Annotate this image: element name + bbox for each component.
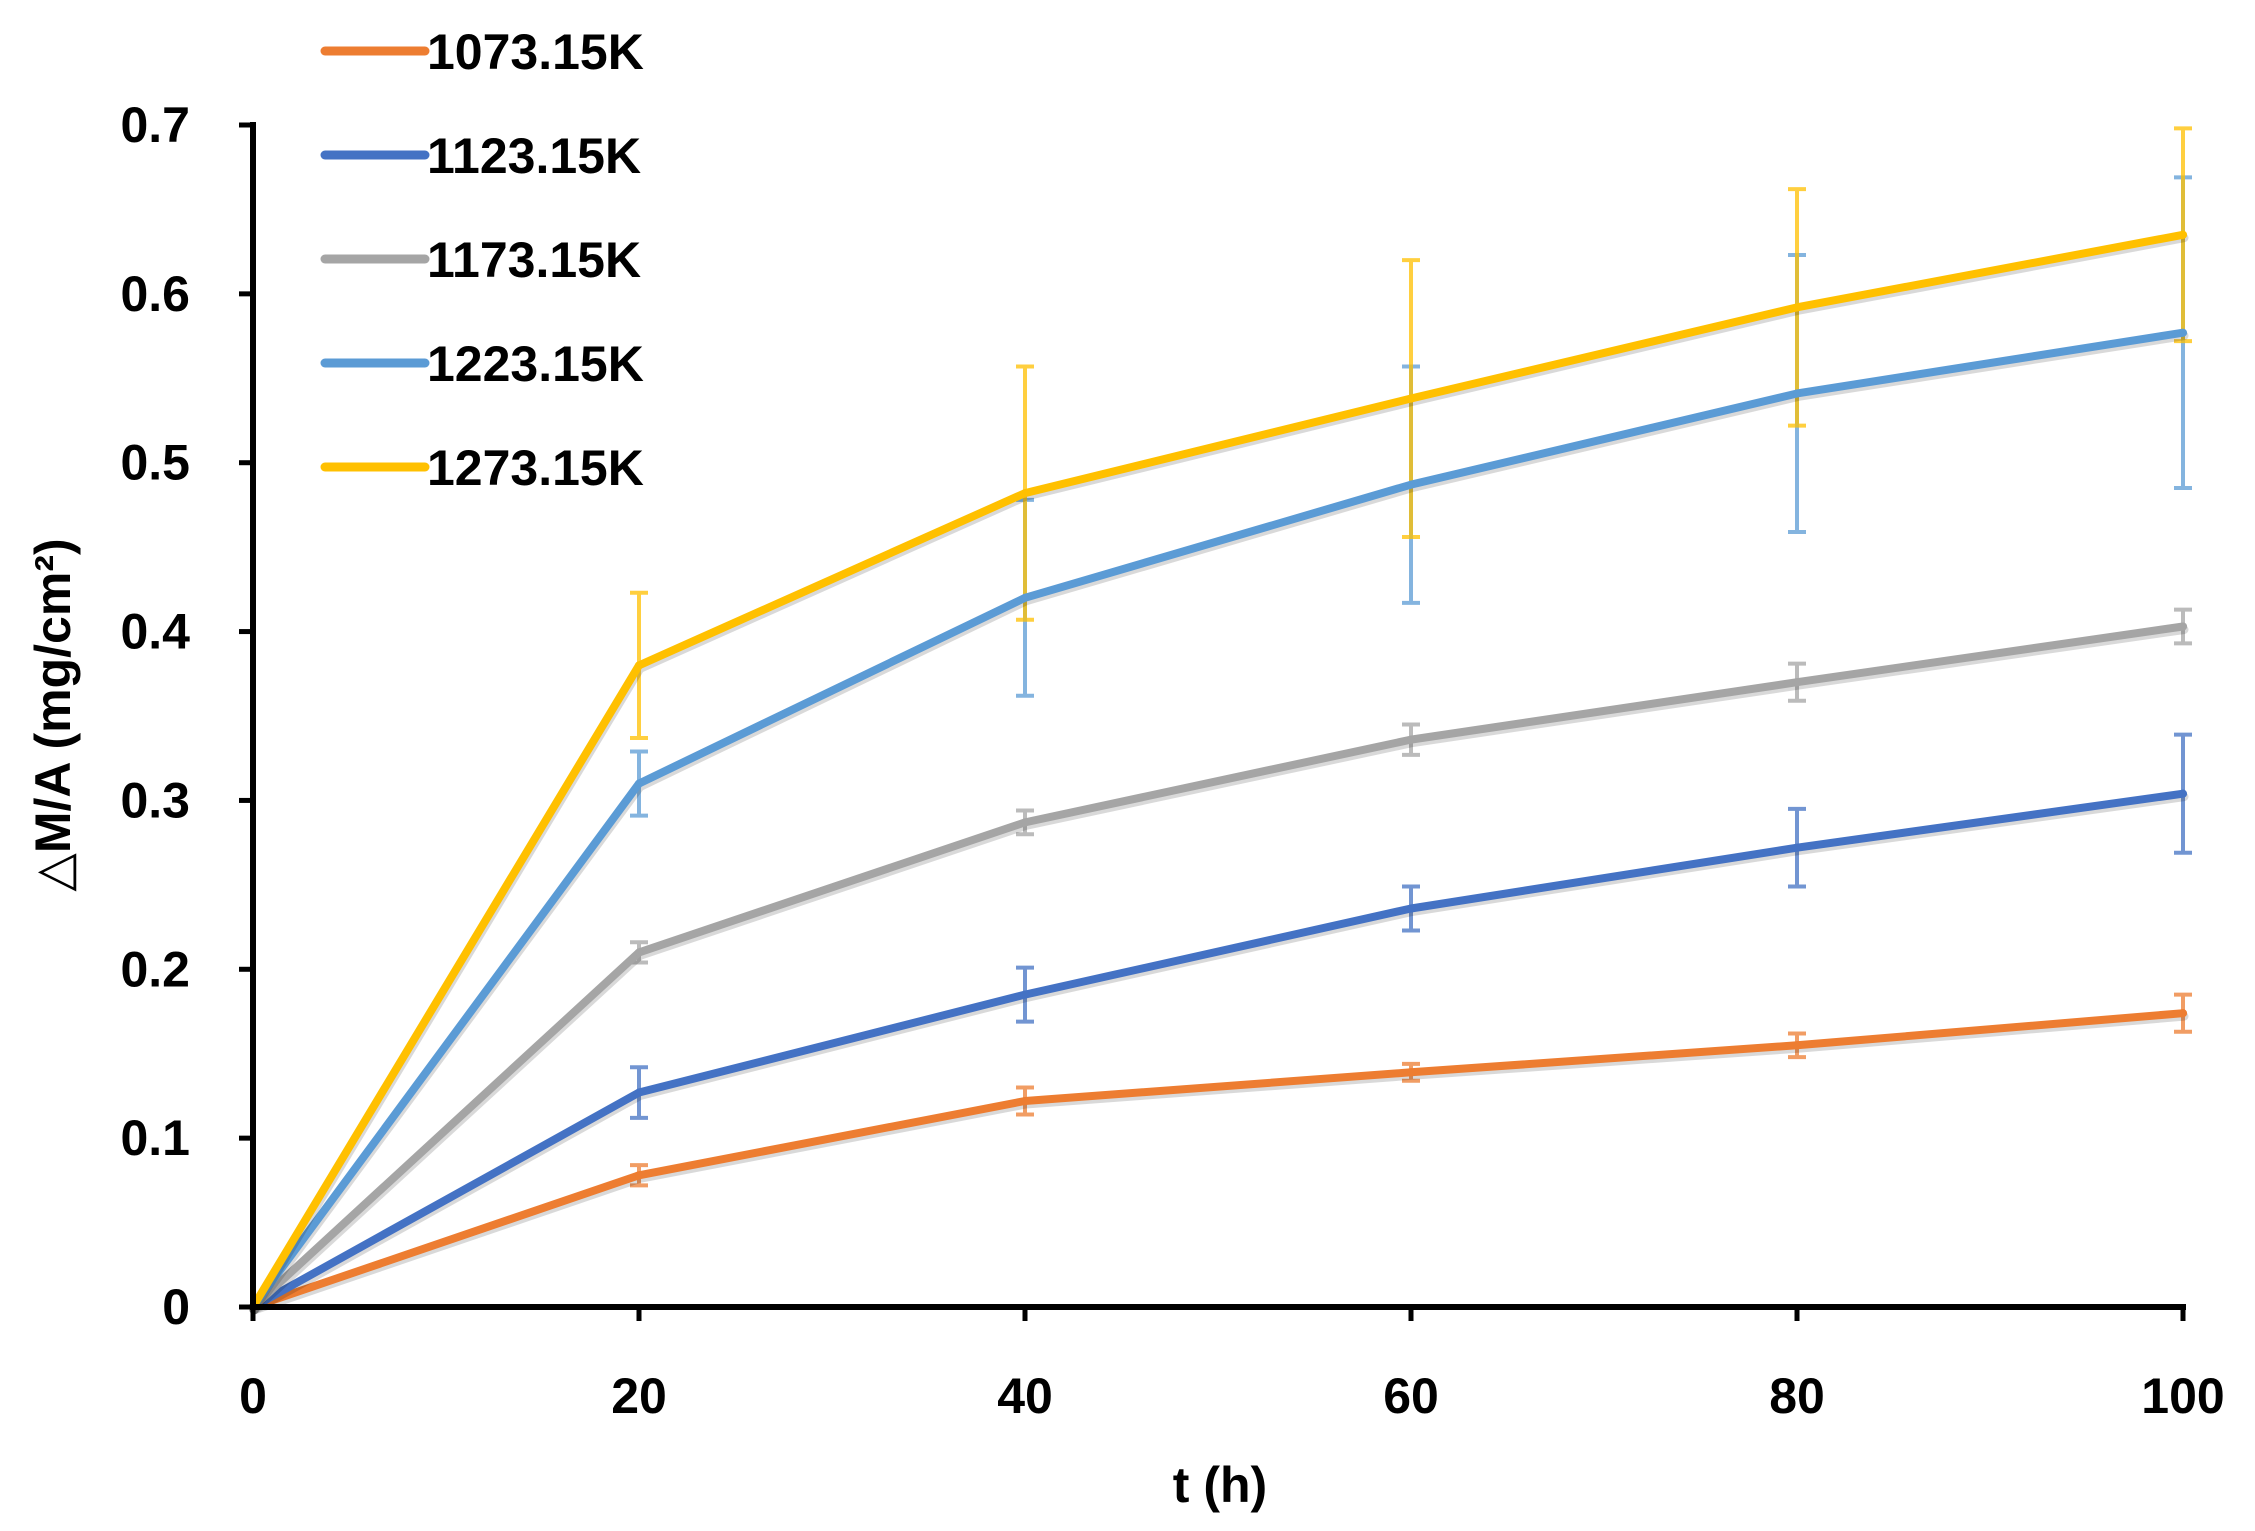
y-tick-label: 0 xyxy=(162,1279,190,1335)
x-tick-label: 0 xyxy=(239,1368,267,1424)
data-point xyxy=(1021,818,1029,827)
data-point xyxy=(1407,1068,1415,1077)
series-shadow xyxy=(249,1011,2189,1315)
legend: 1073.15K 1123.15K 1173.15K 1223.15K 1273.15K xyxy=(320,24,644,496)
data-point xyxy=(1021,990,1029,999)
series-line-1173.15K xyxy=(249,622,2187,1311)
series-line-1073.15K xyxy=(249,1009,2187,1311)
data-point xyxy=(1793,1041,1801,1050)
x-tick-label: 80 xyxy=(1769,1368,1825,1424)
data-point xyxy=(1021,489,1029,498)
axes xyxy=(250,122,2186,1310)
data-point xyxy=(2179,230,2187,239)
data-point xyxy=(1793,303,1801,312)
y-tick-label: 0.4 xyxy=(120,604,190,660)
data-point xyxy=(635,779,643,788)
y-tick-label: 0.2 xyxy=(120,941,190,997)
series-lines xyxy=(249,230,2189,1315)
tick-labels: 0 0.1 0.2 0.3 0.4 0.5 0.6 0.7 0 20 40 60 80 100 xyxy=(120,97,2224,1424)
y-tick-label: 0.3 xyxy=(120,772,190,828)
y-axis-title: △M/A (mg/cm²) xyxy=(25,538,81,891)
data-point xyxy=(2179,622,2187,631)
legend-label: 1273.15K xyxy=(427,440,644,496)
x-tick-label: 20 xyxy=(611,1368,667,1424)
y-tick-label: 0.6 xyxy=(120,266,190,322)
ticks xyxy=(239,122,2186,1321)
x-axis-title: t (h) xyxy=(1173,1457,1267,1513)
data-point xyxy=(635,661,643,670)
data-point xyxy=(1793,389,1801,398)
data-point xyxy=(1793,843,1801,852)
legend-label: 1123.15K xyxy=(427,128,641,184)
y-tick-label: 0.5 xyxy=(120,435,190,491)
series-line-1223.15K xyxy=(249,328,2187,1311)
y-tick-label: 0.1 xyxy=(120,1110,190,1166)
x-tick-label: 40 xyxy=(997,1368,1053,1424)
series-line-1273.15K xyxy=(249,230,2187,1311)
data-point xyxy=(1021,1096,1029,1105)
legend-label: 1073.15K xyxy=(427,24,644,80)
x-tick-label: 60 xyxy=(1383,1368,1439,1424)
data-point xyxy=(635,1088,643,1097)
series-shadow xyxy=(249,792,2189,1315)
data-point xyxy=(2179,789,2187,798)
series-line-1123.15K xyxy=(249,789,2187,1311)
data-point xyxy=(1021,593,1029,602)
data-point xyxy=(1407,394,1415,403)
legend-label: 1173.15K xyxy=(427,232,641,288)
legend-label: 1223.15K xyxy=(427,336,644,392)
data-point xyxy=(2179,328,2187,337)
data-point xyxy=(1793,678,1801,687)
data-point xyxy=(1407,480,1415,489)
data-point xyxy=(635,948,643,957)
data-point xyxy=(2179,1009,2187,1018)
data-point xyxy=(1407,904,1415,913)
x-tick-label: 100 xyxy=(2141,1368,2224,1424)
data-point xyxy=(635,1171,643,1180)
y-tick-label: 0.7 xyxy=(120,97,190,153)
data-point xyxy=(1407,735,1415,744)
